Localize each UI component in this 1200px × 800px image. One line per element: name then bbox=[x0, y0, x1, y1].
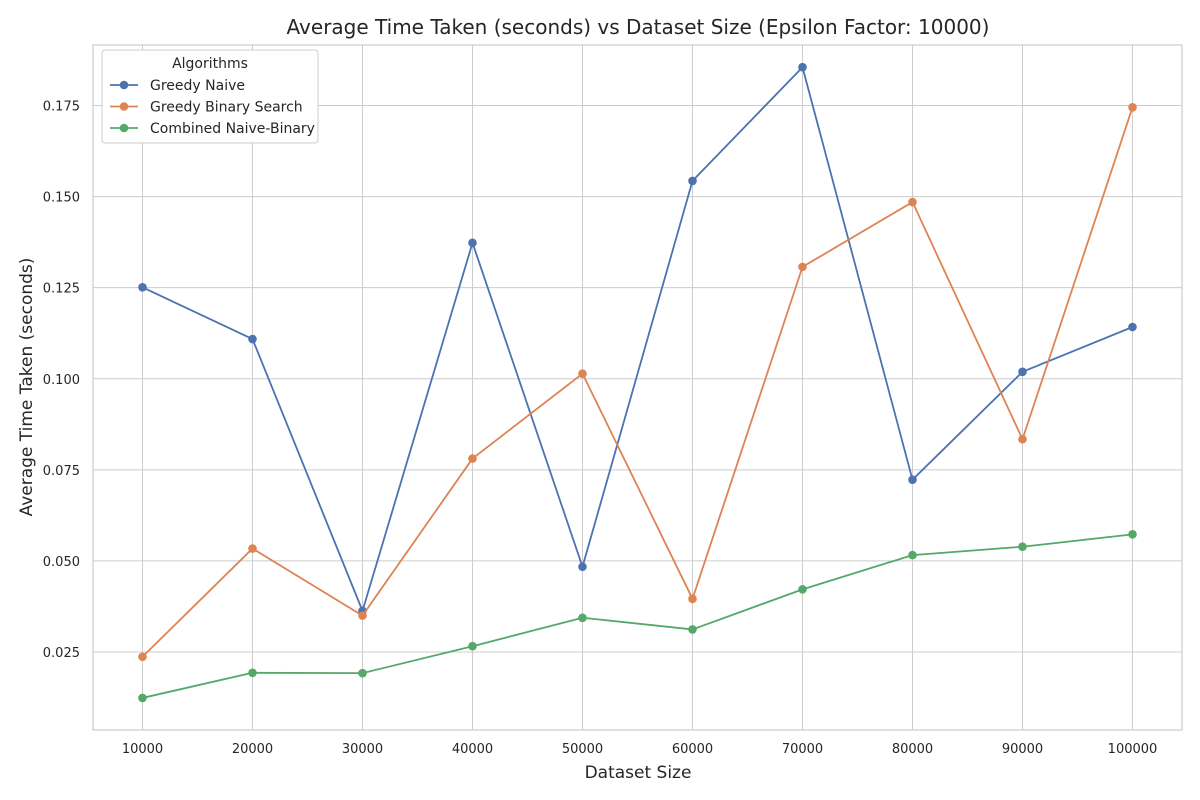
y-tick-label: 0.075 bbox=[43, 464, 80, 479]
y-tick-label: 0.150 bbox=[43, 191, 80, 206]
y-axis-label: Average Time Taken (seconds) bbox=[17, 258, 37, 517]
series-group bbox=[138, 530, 1137, 703]
x-axis-ticks: 10000 20000 30000 40000 50000 60000 70000 80000… bbox=[122, 742, 1158, 757]
legend-title: Algorithms bbox=[172, 56, 248, 72]
data-point bbox=[248, 544, 257, 553]
x-tick-label: 20000 bbox=[232, 742, 273, 757]
data-point bbox=[248, 668, 257, 678]
y-tick-label: 0.025 bbox=[43, 646, 80, 661]
x-tick-label: 100000 bbox=[1108, 742, 1158, 757]
x-tick-label: 30000 bbox=[342, 742, 383, 757]
data-point bbox=[798, 62, 807, 72]
legend-box bbox=[101, 49, 319, 144]
x-tick-label: 40000 bbox=[452, 742, 493, 757]
x-tick-label: 80000 bbox=[892, 742, 933, 757]
series-line bbox=[142, 66, 1133, 612]
series-line bbox=[142, 533, 1133, 699]
data-point bbox=[578, 613, 587, 623]
x-tick-label: 50000 bbox=[562, 742, 603, 757]
data-point bbox=[578, 369, 587, 378]
data-point bbox=[468, 641, 477, 651]
y-tick-label: 0.175 bbox=[43, 99, 80, 114]
x-tick-label: 70000 bbox=[782, 742, 823, 757]
data-point bbox=[138, 652, 147, 662]
data-point bbox=[1018, 542, 1027, 552]
legend: Algorithms Greedy Naive Greedy Binary Sea… bbox=[101, 49, 319, 144]
data-point bbox=[138, 283, 147, 292]
legend-label: Greedy Binary Search bbox=[150, 100, 303, 116]
x-axis-label: Dataset Size bbox=[585, 763, 692, 783]
legend-swatch-marker bbox=[119, 102, 129, 111]
data-point bbox=[908, 475, 917, 484]
x-tick-label: 10000 bbox=[122, 742, 163, 757]
x-tick-label: 90000 bbox=[1002, 742, 1043, 757]
series-group bbox=[138, 103, 1137, 662]
data-point bbox=[798, 262, 807, 272]
data-point bbox=[1128, 103, 1137, 112]
series-layer bbox=[138, 62, 1137, 703]
legend-swatch-marker bbox=[119, 80, 129, 90]
legend-swatch-marker bbox=[119, 123, 129, 133]
data-point bbox=[688, 176, 697, 186]
data-point bbox=[248, 334, 257, 344]
data-point bbox=[138, 693, 147, 703]
grid bbox=[93, 45, 1182, 730]
data-point bbox=[688, 625, 697, 634]
legend-label: Combined Naive-Binary bbox=[150, 121, 315, 137]
y-tick-label: 0.125 bbox=[43, 282, 80, 297]
data-point bbox=[688, 594, 697, 604]
data-point bbox=[468, 238, 477, 248]
data-point bbox=[908, 550, 917, 560]
legend-label: Greedy Naive bbox=[150, 78, 245, 94]
data-point bbox=[358, 668, 367, 678]
x-tick-label: 60000 bbox=[672, 742, 713, 757]
data-point bbox=[798, 585, 807, 594]
series-line bbox=[141, 107, 1134, 658]
y-tick-label: 0.100 bbox=[43, 373, 80, 388]
plot-frame bbox=[92, 44, 1183, 731]
series-group bbox=[138, 62, 1137, 616]
data-point bbox=[1018, 367, 1027, 377]
legend-items: Greedy Naive Greedy Binary Search Combined… bbox=[110, 78, 315, 137]
data-point bbox=[1128, 322, 1137, 332]
data-point bbox=[1018, 434, 1027, 444]
data-point bbox=[1128, 530, 1137, 539]
data-point bbox=[468, 454, 477, 463]
data-point bbox=[578, 562, 587, 572]
y-tick-label: 0.050 bbox=[43, 555, 80, 570]
data-point bbox=[358, 611, 367, 620]
data-point bbox=[908, 197, 917, 207]
chart-title: Average Time Taken (seconds) vs Dataset … bbox=[287, 15, 990, 39]
y-axis-ticks: 0.025 0.050 0.075 0.100 0.125 0.150 0.175 bbox=[43, 99, 80, 661]
